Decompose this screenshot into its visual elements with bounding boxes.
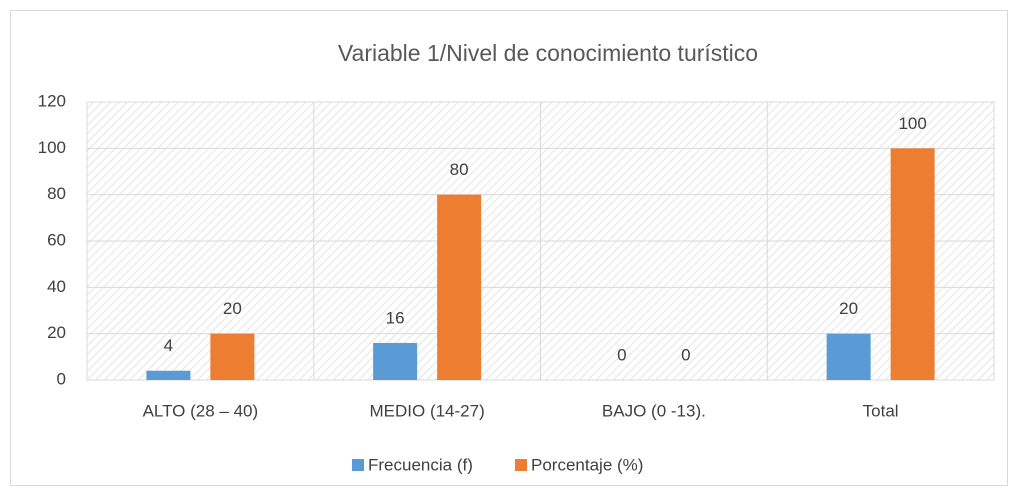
legend-swatch xyxy=(352,459,364,471)
data-label: 0 xyxy=(681,345,690,364)
x-tick-label: Total xyxy=(863,401,899,420)
y-tick-label: 80 xyxy=(47,184,66,203)
x-tick-label: BAJO (0 -13). xyxy=(602,401,706,420)
bar xyxy=(437,194,482,380)
data-label: 0 xyxy=(617,345,626,364)
data-label: 20 xyxy=(839,299,858,318)
bar xyxy=(373,342,418,380)
y-tick-label: 20 xyxy=(47,323,66,342)
data-label: 100 xyxy=(898,114,926,133)
legend-swatch xyxy=(515,459,527,471)
bar xyxy=(210,333,255,380)
data-label: 16 xyxy=(386,308,405,327)
y-tick-label: 120 xyxy=(38,91,66,110)
y-tick-label: 60 xyxy=(47,230,66,249)
bar xyxy=(146,370,191,380)
y-tick-label: 0 xyxy=(57,369,66,388)
legend-label: Frecuencia (f) xyxy=(368,455,473,474)
y-tick-label: 40 xyxy=(47,277,66,296)
chart-title: Variable 1/Nivel de conocimiento turísti… xyxy=(338,40,758,66)
x-tick-label: MEDIO (14-27) xyxy=(370,401,485,420)
data-label: 20 xyxy=(223,299,242,318)
x-tick-label: ALTO (28 – 40) xyxy=(143,401,259,420)
data-label: 80 xyxy=(450,160,469,179)
legend-label: Porcentaje (%) xyxy=(531,455,643,474)
data-label: 4 xyxy=(164,336,173,355)
bar xyxy=(890,148,935,380)
bar xyxy=(826,333,871,380)
y-tick-label: 100 xyxy=(38,138,66,157)
